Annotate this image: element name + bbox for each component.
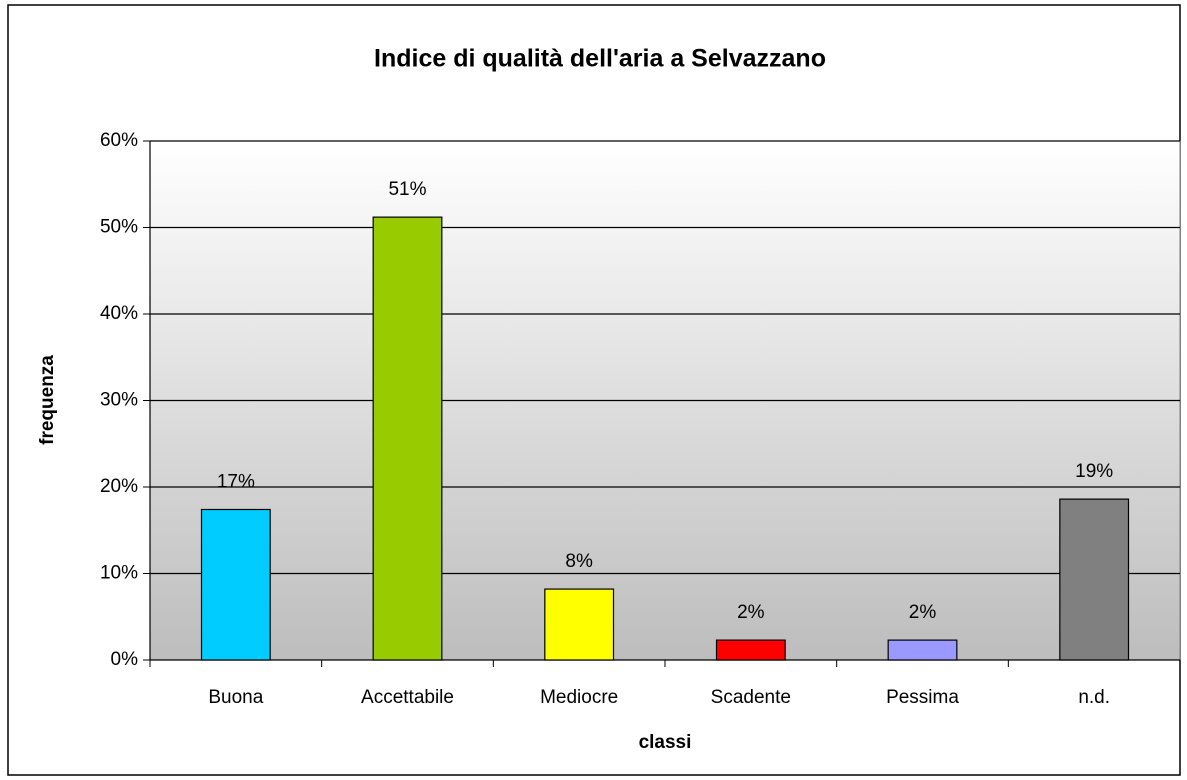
y-tick-label: 50% <box>100 217 138 238</box>
bar <box>1059 498 1130 661</box>
x-axis-label: classi <box>639 732 692 753</box>
data-label: 2% <box>737 602 765 623</box>
data-label: 51% <box>388 179 426 200</box>
bar <box>715 639 786 661</box>
data-label: 17% <box>217 472 255 493</box>
y-axis-label: frequenza <box>37 355 58 445</box>
x-tick-label: n.d. <box>1078 687 1110 708</box>
x-tick-label: Buona <box>208 687 263 708</box>
data-label: 8% <box>565 551 593 572</box>
x-tick-label: Pessima <box>886 687 959 708</box>
data-label: 2% <box>909 602 937 623</box>
x-tick-label: Mediocre <box>540 687 618 708</box>
y-tick-label: 30% <box>100 390 138 411</box>
chart-title: Indice di qualità dell'aria a Selvazzano <box>374 45 826 73</box>
y-tick-label: 20% <box>100 476 138 497</box>
y-tick-label: 60% <box>100 130 138 151</box>
y-tick-label: 10% <box>100 563 138 584</box>
y-tick-label: 0% <box>111 649 139 670</box>
data-label: 19% <box>1075 461 1113 482</box>
bar <box>200 508 271 661</box>
x-tick-label: Scadente <box>711 687 791 708</box>
x-tick-label: Accettabile <box>361 687 454 708</box>
bar <box>887 639 958 661</box>
bar <box>544 588 615 661</box>
y-tick-label: 40% <box>100 303 138 324</box>
bar <box>372 216 443 661</box>
